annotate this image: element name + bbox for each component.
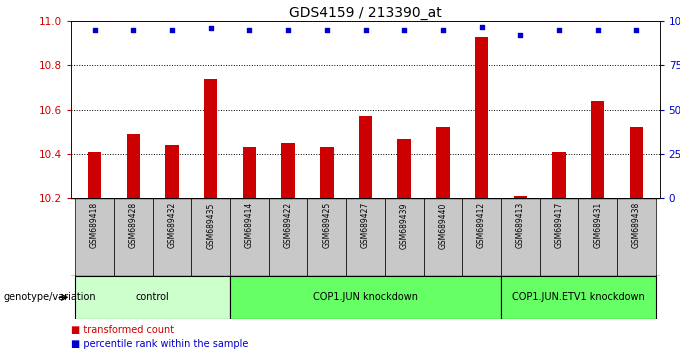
Bar — [385, 198, 424, 276]
Bar — [346, 198, 385, 276]
Bar — [397, 138, 411, 198]
Point — [205, 25, 216, 31]
Bar — [436, 127, 449, 198]
Bar — [617, 198, 656, 276]
Point — [476, 24, 487, 29]
Bar — [501, 276, 656, 319]
Bar — [359, 116, 372, 198]
Text: GSM689425: GSM689425 — [322, 202, 331, 249]
Text: GSM689427: GSM689427 — [361, 202, 370, 249]
Text: GSM689439: GSM689439 — [400, 202, 409, 249]
Title: GDS4159 / 213390_at: GDS4159 / 213390_at — [289, 6, 442, 20]
Bar — [591, 101, 605, 198]
Text: GSM689414: GSM689414 — [245, 202, 254, 249]
Text: GSM689418: GSM689418 — [90, 202, 99, 248]
Point — [244, 27, 255, 33]
Bar — [552, 152, 566, 198]
Bar — [230, 276, 501, 319]
Text: GSM689440: GSM689440 — [439, 202, 447, 249]
Text: GSM689413: GSM689413 — [516, 202, 525, 249]
Point — [631, 27, 642, 33]
Point — [128, 27, 139, 33]
Bar — [424, 198, 462, 276]
Point — [283, 27, 294, 33]
Point — [398, 27, 409, 33]
Bar — [191, 198, 230, 276]
Text: GSM689435: GSM689435 — [206, 202, 215, 249]
Bar — [153, 198, 191, 276]
Text: COP1.JUN.ETV1 knockdown: COP1.JUN.ETV1 knockdown — [512, 292, 645, 302]
Bar — [243, 147, 256, 198]
Text: GSM689422: GSM689422 — [284, 202, 292, 248]
Point — [322, 27, 333, 33]
Bar — [269, 198, 307, 276]
Text: control: control — [136, 292, 169, 302]
Bar — [126, 134, 140, 198]
Text: GSM689412: GSM689412 — [477, 202, 486, 248]
Text: GSM689431: GSM689431 — [593, 202, 602, 249]
Bar — [114, 198, 153, 276]
Text: GSM689428: GSM689428 — [129, 202, 138, 248]
Bar — [462, 198, 501, 276]
Bar — [88, 152, 101, 198]
Bar — [501, 198, 540, 276]
Bar — [165, 145, 179, 198]
Bar — [578, 198, 617, 276]
Bar — [475, 37, 488, 198]
Bar — [513, 196, 527, 198]
Point — [515, 33, 526, 38]
Bar — [630, 127, 643, 198]
Bar — [540, 198, 578, 276]
Point — [592, 27, 603, 33]
Text: GSM689438: GSM689438 — [632, 202, 641, 249]
Bar — [75, 198, 114, 276]
Text: COP1.JUN knockdown: COP1.JUN knockdown — [313, 292, 418, 302]
Point — [89, 27, 100, 33]
Text: genotype/variation: genotype/variation — [3, 292, 96, 302]
Text: ■ percentile rank within the sample: ■ percentile rank within the sample — [71, 339, 249, 349]
Bar — [204, 79, 218, 198]
Point — [360, 27, 371, 33]
Point — [554, 27, 564, 33]
Point — [167, 27, 177, 33]
Text: GSM689432: GSM689432 — [167, 202, 177, 249]
Point — [437, 27, 448, 33]
Bar — [230, 198, 269, 276]
Text: GSM689417: GSM689417 — [554, 202, 564, 249]
Bar — [75, 276, 230, 319]
Bar — [282, 143, 295, 198]
Text: ■ transformed count: ■ transformed count — [71, 325, 175, 335]
Bar — [307, 198, 346, 276]
Bar — [320, 147, 334, 198]
